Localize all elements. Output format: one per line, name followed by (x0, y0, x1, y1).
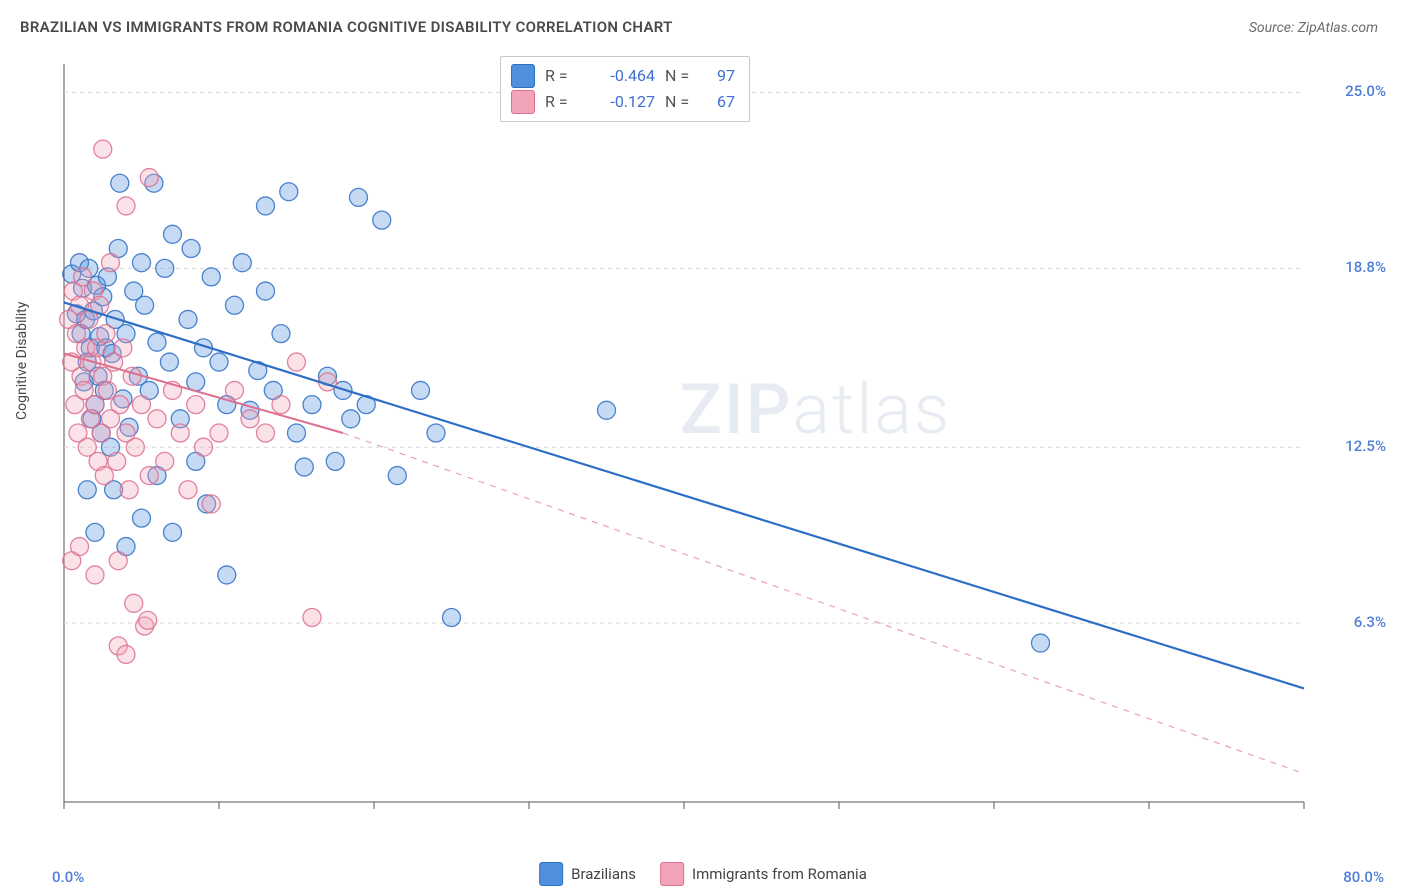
r-label: R = (545, 89, 575, 115)
legend-label: Brazilians (571, 865, 636, 883)
legend-swatch (511, 90, 535, 114)
y-tick-label: 25.0% (1345, 82, 1386, 100)
scatter-plot (50, 48, 1382, 838)
legend-item: Immigrants from Romania (660, 862, 867, 886)
r-label: R = (545, 63, 575, 89)
stat-legend-row: R = -0.127 N = 67 (511, 89, 735, 115)
bottom-legend: Brazilians Immigrants from Romania (539, 862, 867, 886)
legend-item: Brazilians (539, 862, 636, 886)
y-tick-label: 6.3% (1354, 613, 1386, 631)
n-label: N = (665, 89, 695, 115)
y-axis-label: Cognitive Disability (14, 302, 30, 420)
y-tick-label: 18.8% (1345, 258, 1386, 276)
legend-swatch (660, 862, 684, 886)
legend-swatch (511, 64, 535, 88)
r-value: -0.127 (585, 89, 655, 115)
legend-label: Immigrants from Romania (692, 865, 867, 883)
x-tick-label-right: 80.0% (1343, 868, 1384, 886)
stat-legend-row: R = -0.464 N = 97 (511, 63, 735, 89)
page-title: BRAZILIAN VS IMMIGRANTS FROM ROMANIA COG… (20, 18, 673, 36)
x-tick-label-left: 0.0% (52, 868, 84, 886)
stat-legend: R = -0.464 N = 97 R = -0.127 N = 67 (500, 56, 750, 122)
source-credit: Source: ZipAtlas.com (1249, 20, 1378, 36)
chart-container: BRAZILIAN VS IMMIGRANTS FROM ROMANIA COG… (0, 0, 1406, 892)
legend-swatch (539, 862, 563, 886)
y-tick-label: 12.5% (1345, 437, 1386, 455)
n-value: 97 (705, 63, 735, 89)
n-label: N = (665, 63, 695, 89)
r-value: -0.464 (585, 63, 655, 89)
n-value: 67 (705, 89, 735, 115)
